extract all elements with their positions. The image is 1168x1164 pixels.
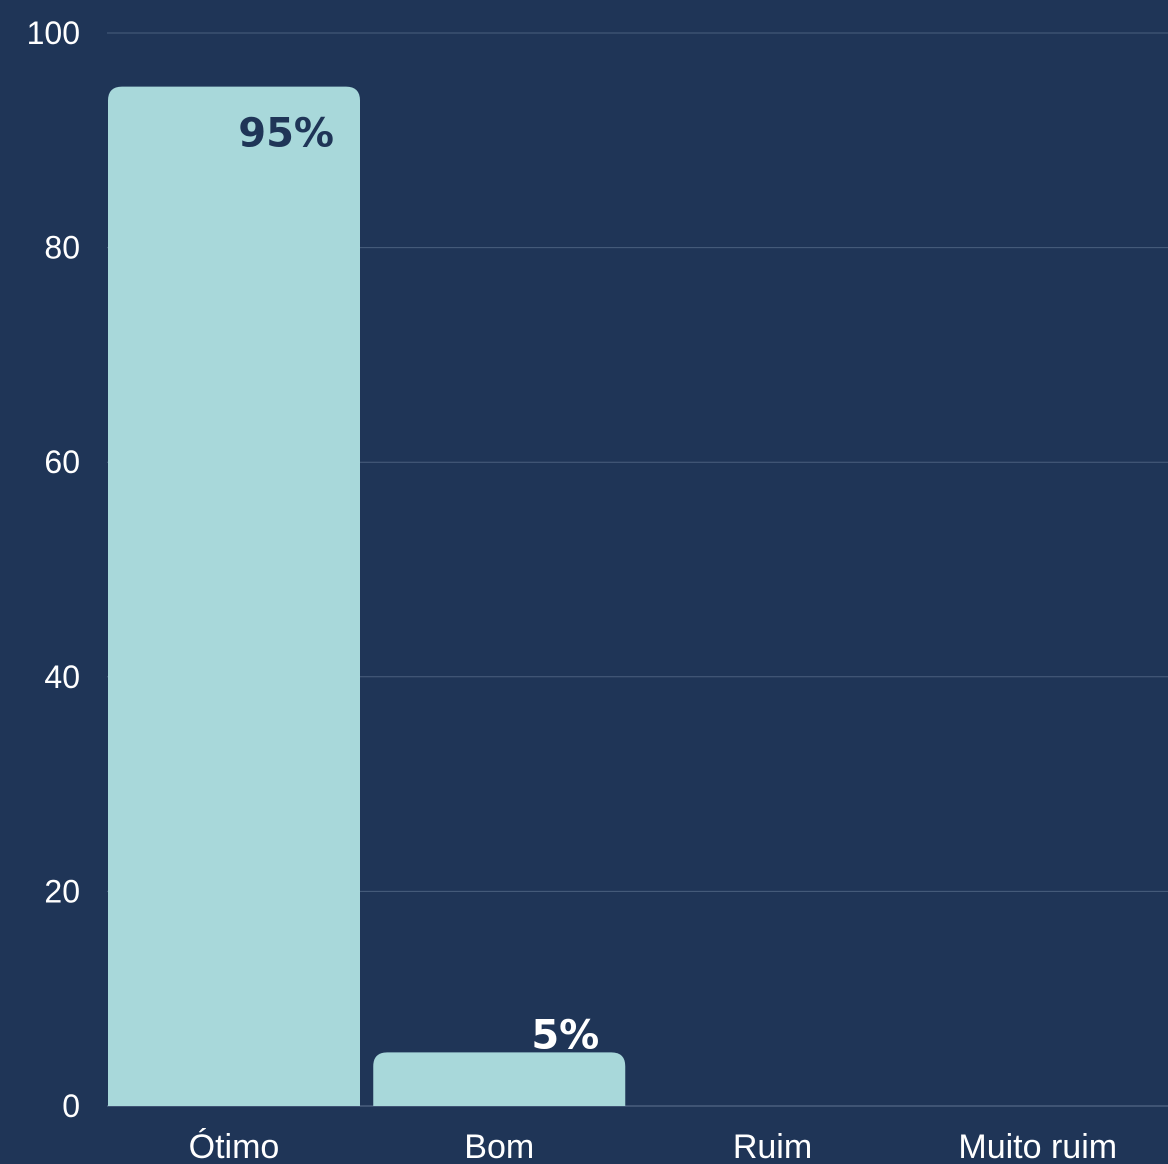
y-tick-label: 80 (44, 230, 80, 266)
x-category-label: Muito ruim (958, 1128, 1117, 1164)
x-category-label: Bom (464, 1128, 534, 1164)
data-labels: 95% 5% (238, 111, 599, 1059)
bar-data-label: 5% (531, 1012, 599, 1058)
bar (108, 86, 360, 1106)
bar (373, 1052, 626, 1106)
bars (108, 86, 626, 1106)
y-tick-label: 40 (44, 659, 80, 695)
y-tick-label: 100 (27, 15, 80, 51)
y-tick-label: 20 (44, 873, 80, 909)
y-tick-label: 60 (44, 444, 80, 480)
y-axis-ticks: 0 20 40 60 80 100 (27, 15, 80, 1124)
x-category-label: Ótimo (189, 1128, 280, 1164)
y-tick-label: 0 (62, 1088, 80, 1124)
x-category-label: Ruim (733, 1128, 812, 1164)
bar-data-label: 95% (238, 111, 334, 157)
x-axis-categories: Ótimo Bom Ruim Muito ruim (189, 1128, 1117, 1164)
